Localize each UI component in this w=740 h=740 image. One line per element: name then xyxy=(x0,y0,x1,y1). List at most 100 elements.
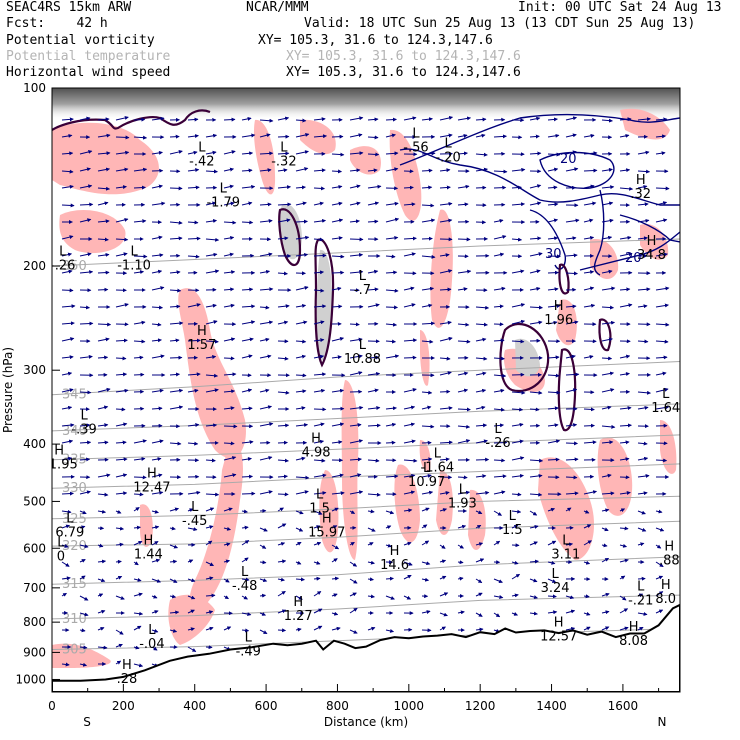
wind-vector xyxy=(367,509,375,514)
theta-label: 325 xyxy=(62,512,87,527)
wind-vector xyxy=(619,133,630,138)
wind-vector xyxy=(457,524,467,529)
wind-vector xyxy=(403,405,416,410)
wind-vector xyxy=(331,388,345,393)
wind-vector xyxy=(313,439,325,444)
wind-vector xyxy=(205,237,220,242)
wind-vector xyxy=(349,337,363,342)
extremum-value: 34.8 xyxy=(637,248,666,263)
wind-vector xyxy=(565,609,576,614)
wind-vector xyxy=(583,611,591,616)
wind-vector xyxy=(277,542,286,546)
extremum-type: H xyxy=(629,620,639,635)
wind-vector xyxy=(493,423,505,428)
wind-vector xyxy=(637,527,647,532)
wind-vector xyxy=(187,595,196,600)
wind-vector xyxy=(187,168,200,173)
wind-vector xyxy=(655,322,670,327)
wind-vector xyxy=(601,473,612,478)
extremum-value: 3.11 xyxy=(551,547,580,562)
wind-vector xyxy=(241,474,254,479)
wind-vector xyxy=(295,490,309,495)
wind-vector xyxy=(97,627,105,631)
y-axis: 100 200 300 400 500 600 700 800 900 1000 xyxy=(15,81,60,686)
extremum-value: 8.0 xyxy=(655,592,676,607)
wind-vector xyxy=(115,356,127,361)
wind-vector xyxy=(655,387,669,393)
wind-vector xyxy=(241,168,253,173)
wind-vector xyxy=(511,407,524,412)
wind-vector xyxy=(439,626,446,631)
wind-vector xyxy=(583,560,591,565)
wind-vector xyxy=(493,510,502,516)
wind-vector xyxy=(79,457,91,462)
wind-vector xyxy=(385,422,397,427)
theta-line xyxy=(52,520,680,547)
wind-vector xyxy=(655,458,668,463)
wind-vector xyxy=(79,490,91,495)
wind-vector xyxy=(583,540,592,546)
wind-vector xyxy=(79,662,88,667)
wind-vector xyxy=(313,560,321,565)
x-tick-label: 1600 xyxy=(608,699,639,713)
wind-vector xyxy=(565,354,576,359)
wind-vector xyxy=(385,543,392,548)
theta-label: 310 xyxy=(62,612,87,627)
wind-vector xyxy=(367,303,380,308)
wind-vector xyxy=(151,406,163,411)
forecast-hour: Fcst: 42 h xyxy=(6,16,108,31)
wind-vector xyxy=(331,304,343,309)
wind-vector xyxy=(295,389,307,394)
wind-vector xyxy=(241,628,250,633)
wind-vector xyxy=(277,304,290,309)
wind-vector xyxy=(475,152,488,157)
wind-vector xyxy=(529,510,538,516)
wind-vector xyxy=(547,303,561,308)
wind-vector xyxy=(493,286,506,291)
wind-vector xyxy=(619,406,632,411)
wind-vector xyxy=(205,423,218,428)
wind-vector xyxy=(133,625,142,631)
extremum-value: -1.10 xyxy=(117,258,151,273)
wind-vector xyxy=(403,355,417,360)
wind-vector xyxy=(493,388,505,393)
wind-vector xyxy=(151,509,159,514)
wind-vector xyxy=(169,186,183,191)
wind-vector xyxy=(439,336,453,342)
wind-vector xyxy=(619,457,630,462)
wind-vector xyxy=(169,559,178,564)
wind-vector xyxy=(187,254,200,259)
wind-vector xyxy=(97,270,110,275)
wind-vector xyxy=(493,252,505,257)
wind-vector xyxy=(637,236,648,241)
extremum-type: H xyxy=(647,234,657,249)
wind-vector xyxy=(511,319,526,325)
wind-vector xyxy=(511,339,525,344)
wind-vector xyxy=(61,509,72,514)
wind-vector xyxy=(637,474,650,479)
field-name-pv: Potential vorticity xyxy=(6,33,155,48)
extremum-value: 14.6 xyxy=(380,558,409,573)
wind-vector xyxy=(457,388,469,393)
wind-vector xyxy=(223,526,232,531)
extremum-type: H xyxy=(147,467,157,482)
wind-vector xyxy=(457,116,472,121)
wind-vector xyxy=(151,473,163,478)
extremum-value: 6.79 xyxy=(55,526,84,541)
wind-vector xyxy=(169,134,180,139)
wind-vector xyxy=(133,561,139,566)
wind-vector xyxy=(313,320,325,325)
theta-label: 340 xyxy=(62,424,87,439)
wind-vector xyxy=(349,405,364,410)
wind-vector xyxy=(169,149,183,155)
wind-vector xyxy=(331,134,344,139)
wind-vector xyxy=(79,270,94,275)
theta-contours: 305 310 315 320 325 330 335 340 345 350 xyxy=(52,238,680,658)
wind-vector xyxy=(475,337,487,342)
wind-vector xyxy=(133,540,143,546)
wind-vector xyxy=(97,492,109,497)
wind-vector xyxy=(475,457,490,462)
wind-vector xyxy=(619,575,626,580)
wind-vector xyxy=(583,201,597,206)
extremum-type: L xyxy=(444,136,452,151)
